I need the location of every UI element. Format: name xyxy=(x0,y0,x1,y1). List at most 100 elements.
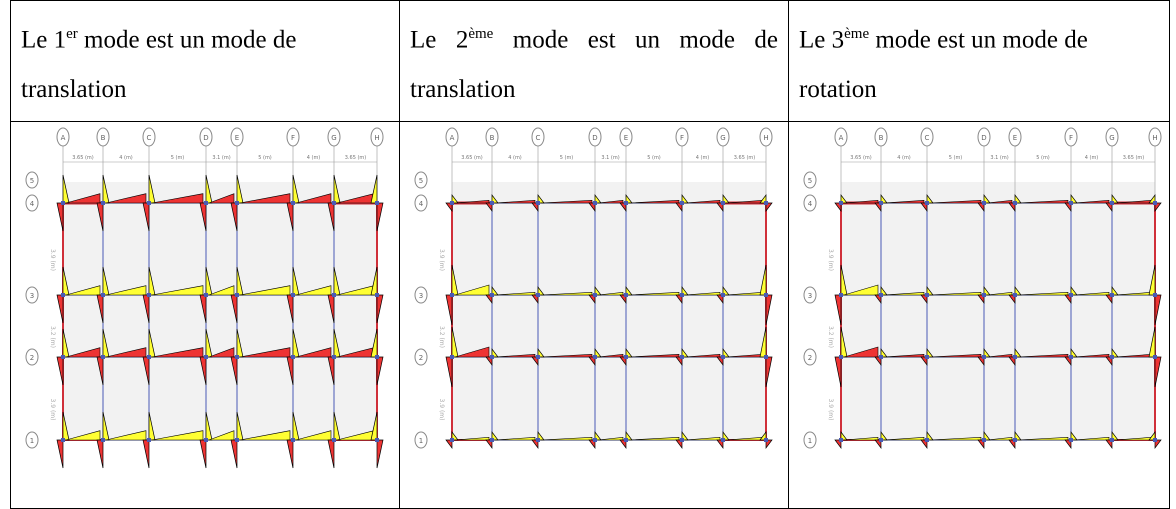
span-label: 3.1 (m) xyxy=(990,155,1008,161)
moment-red xyxy=(765,294,773,326)
column-label: A xyxy=(450,134,455,142)
moment-red xyxy=(56,202,64,232)
beam-moment xyxy=(295,285,332,296)
moment-red xyxy=(376,202,384,232)
node xyxy=(61,293,65,297)
span-label: 4 (m) xyxy=(307,155,321,161)
row-label: 2 xyxy=(419,354,423,362)
moment-red xyxy=(834,294,842,326)
beam-moment xyxy=(65,430,101,441)
column-label: C xyxy=(536,134,541,142)
bubble xyxy=(142,127,156,147)
moment-red xyxy=(230,439,238,469)
cell-text: Le 3ème mode est un mode de rotation xyxy=(799,9,1159,115)
bubble xyxy=(199,127,213,147)
node xyxy=(375,293,379,297)
modes-table: Le 1er mode est un mode de translation L… xyxy=(10,0,1170,509)
node xyxy=(204,293,208,297)
moment-red xyxy=(96,356,104,386)
moment-red xyxy=(56,294,64,324)
row-label: 3 xyxy=(419,292,423,300)
moment-red xyxy=(376,356,384,386)
row-label: 1 xyxy=(30,437,34,445)
span-label: 5 (m) xyxy=(258,155,272,161)
moment-red xyxy=(142,439,150,469)
beam-moment xyxy=(151,430,204,441)
moment-red xyxy=(834,356,842,388)
bubble xyxy=(1064,127,1078,147)
node xyxy=(879,355,883,359)
height-label: 3.2 (m) xyxy=(49,326,56,348)
moment-red xyxy=(142,356,150,386)
column-label: D xyxy=(203,134,208,142)
node xyxy=(375,355,379,359)
node xyxy=(291,355,295,359)
node xyxy=(593,201,597,205)
moment-red xyxy=(327,294,335,324)
column-label: B xyxy=(490,134,495,142)
beam-moment xyxy=(208,430,235,441)
span-label: 5 (m) xyxy=(171,155,185,161)
slab xyxy=(452,182,766,440)
node xyxy=(1013,201,1017,205)
bubble xyxy=(1105,127,1119,147)
node xyxy=(1153,201,1157,205)
node xyxy=(490,201,494,205)
beam-moment xyxy=(883,437,925,441)
bubble xyxy=(25,194,39,212)
bubble xyxy=(803,171,817,189)
beam-moment xyxy=(540,200,593,204)
moment-red xyxy=(230,294,238,324)
beam-moment xyxy=(628,292,680,296)
header-cell: Le 2ème mode est un mode de translation xyxy=(399,0,789,122)
node xyxy=(982,438,986,442)
node xyxy=(680,293,684,297)
moment-red xyxy=(1154,356,1162,388)
node xyxy=(332,293,336,297)
bubble xyxy=(414,286,428,304)
bubble xyxy=(230,127,244,147)
node xyxy=(291,201,295,205)
node xyxy=(879,293,883,297)
node xyxy=(101,201,105,205)
node xyxy=(332,355,336,359)
column-label: F xyxy=(1069,134,1073,142)
moment-yellow xyxy=(370,174,378,204)
height-label: 3.9 (m) xyxy=(827,399,834,421)
bubble xyxy=(25,348,39,366)
column-label: G xyxy=(1109,134,1114,142)
cell-text: Le 2ème mode est un mode de translation xyxy=(410,9,778,115)
height-label: 3.2 (m) xyxy=(827,326,834,348)
span-label: 3.65 (m) xyxy=(461,155,483,161)
moment-red xyxy=(327,356,335,386)
node xyxy=(925,293,929,297)
moment-red xyxy=(327,439,335,469)
column-label: B xyxy=(879,134,884,142)
bubble xyxy=(25,171,39,189)
bubble xyxy=(327,127,341,147)
column-label: H xyxy=(374,134,379,142)
node xyxy=(879,201,883,205)
column-label: F xyxy=(291,134,295,142)
node xyxy=(291,293,295,297)
moment-red xyxy=(286,202,294,232)
text: Le 1 xyxy=(21,26,67,54)
bubble xyxy=(25,431,39,449)
column-label: H xyxy=(763,134,768,142)
beam-moment xyxy=(454,437,490,441)
moment-yellow xyxy=(759,326,767,358)
node xyxy=(1069,438,1073,442)
beam-moment xyxy=(1073,437,1110,441)
beam-moment xyxy=(295,430,332,441)
diagram-cell: A B C D E F G H 3.65 (m) 4 (m) 5 (m) 3.1 (m) 5 (m) 4 … xyxy=(788,121,1170,509)
node xyxy=(204,201,208,205)
moment-red xyxy=(96,439,104,469)
moment-red xyxy=(1154,294,1162,326)
span-label: 4 (m) xyxy=(696,155,710,161)
beam-moment xyxy=(151,285,204,296)
column-label: A xyxy=(61,134,66,142)
moment-red xyxy=(327,202,335,232)
beam-moment xyxy=(105,193,147,204)
beam-moment xyxy=(105,347,147,358)
bubble xyxy=(414,171,428,189)
